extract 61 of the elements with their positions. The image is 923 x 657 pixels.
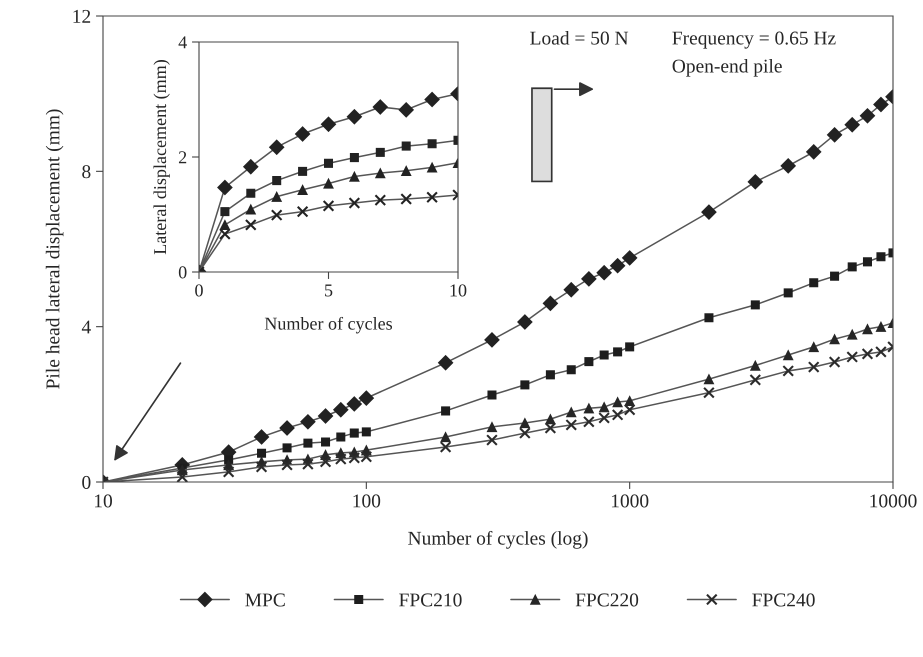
point (402, 142, 411, 151)
point (323, 178, 334, 189)
point (246, 188, 256, 198)
x-axis-title: Number of cycles (264, 316, 392, 334)
y-tick-label: 4 (178, 36, 187, 48)
annotation: Frequency = 0.65 Hz (672, 31, 836, 49)
point (296, 206, 309, 218)
point (375, 168, 386, 178)
point (324, 158, 334, 168)
point (272, 176, 282, 186)
point (426, 191, 438, 204)
point (220, 207, 230, 216)
point (348, 197, 360, 209)
y-axis-title: Pile head lateral displacement (mm) (46, 109, 64, 389)
point (218, 228, 231, 240)
x-axis-title: Number of cycles (log) (408, 530, 588, 549)
x-tick-label: 10000 (870, 494, 917, 508)
point (424, 92, 440, 108)
point (268, 140, 284, 155)
x-tick-label: 10 (94, 494, 112, 508)
point (320, 116, 336, 132)
point (217, 180, 233, 196)
y-tick-label: 0 (82, 476, 90, 489)
y-tick-label: 12 (73, 10, 90, 23)
point (350, 153, 359, 162)
x-tick-label: 100 (353, 494, 380, 508)
legend-label: MPC (245, 593, 285, 607)
y-tick-label: 2 (178, 151, 186, 164)
point (400, 193, 412, 205)
point (243, 159, 259, 174)
point (372, 99, 388, 115)
point (322, 200, 334, 212)
point (246, 204, 256, 215)
annotation: Open-end pile (672, 58, 782, 77)
annotation: Load = 50 N (530, 30, 628, 45)
x-tick-label: 0 (195, 284, 203, 297)
point (294, 126, 310, 142)
point (346, 109, 362, 124)
y-tick-label: 8 (82, 165, 90, 178)
legend-label: FPC220 (576, 593, 638, 607)
point (398, 102, 414, 118)
point (297, 184, 308, 195)
x-tick-label: 5 (325, 284, 332, 297)
point (298, 166, 308, 176)
legend-label: FPC210 (399, 593, 462, 607)
point (426, 162, 438, 173)
point (244, 218, 257, 231)
point (374, 194, 386, 206)
point (270, 209, 283, 221)
point (220, 220, 230, 230)
point (428, 139, 437, 148)
legend-label: FPC240 (752, 593, 815, 607)
point (376, 148, 385, 157)
point (271, 191, 282, 202)
y-tick-label: 4 (82, 320, 91, 334)
x-tick-label: 1000 (612, 494, 648, 508)
point (349, 171, 360, 182)
x-tick-label: 10 (450, 284, 466, 297)
y-tick-label: 0 (178, 266, 187, 278)
y-axis-title: Lateral displacement (mm) (153, 60, 170, 254)
point (400, 166, 412, 176)
